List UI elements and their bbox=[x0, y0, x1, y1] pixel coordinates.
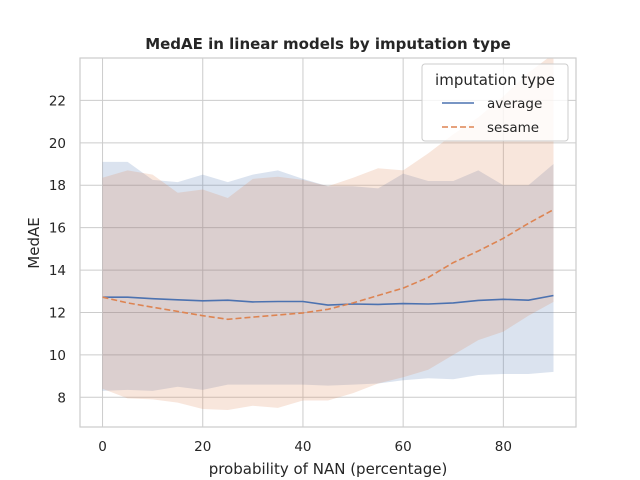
y-tick-label: 8 bbox=[57, 390, 66, 406]
confidence-bands bbox=[102, 58, 554, 410]
x-tick-label: 80 bbox=[495, 439, 512, 455]
x-tick-label: 0 bbox=[98, 439, 107, 455]
legend-title: imputation type bbox=[435, 71, 555, 89]
x-tick-label: 20 bbox=[194, 439, 211, 455]
x-tick-label: 60 bbox=[395, 439, 412, 455]
y-tick-label: 14 bbox=[49, 263, 66, 279]
series-line-average bbox=[102, 294, 554, 306]
y-tick-label: 10 bbox=[49, 348, 66, 364]
x-axis-label: probability of NAN (percentage) bbox=[209, 460, 448, 478]
grid-layer bbox=[80, 58, 576, 427]
y-tick-label: 18 bbox=[49, 178, 66, 194]
chart-title: MedAE in linear models by imputation typ… bbox=[145, 35, 511, 53]
legend-box bbox=[421, 63, 569, 142]
confidence-band-average bbox=[102, 161, 554, 391]
y-tick-label: 20 bbox=[49, 136, 66, 152]
plot-frame bbox=[79, 57, 577, 428]
y-axis-label: MedAE bbox=[25, 217, 43, 268]
x-tick-label: 40 bbox=[294, 439, 311, 455]
series-line-sesame bbox=[102, 208, 554, 321]
y-tick-label: 16 bbox=[49, 221, 66, 237]
legend-label-average: average bbox=[487, 96, 542, 112]
legend-label-sesame: sesame bbox=[487, 120, 539, 136]
series-lines bbox=[102, 208, 554, 321]
y-tick-label: 22 bbox=[49, 93, 66, 109]
confidence-band-sesame bbox=[102, 58, 554, 410]
tick-labels: 0 20 40 60 80 8 10 12 14 16 18 20 22 bbox=[49, 93, 512, 455]
y-tick-label: 12 bbox=[49, 305, 66, 321]
legend: imputation type average sesame bbox=[421, 63, 569, 142]
